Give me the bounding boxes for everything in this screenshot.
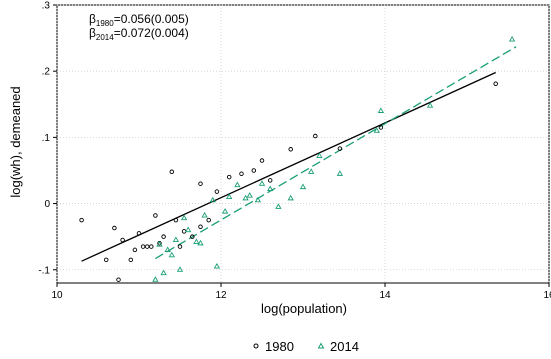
legend-marker-1980 (253, 343, 259, 349)
data-point-1980 (206, 217, 211, 223)
data-point-1980 (190, 234, 195, 239)
data-point-1980 (177, 244, 183, 249)
data-point-1980 (79, 217, 84, 223)
data-point-2014 (168, 251, 175, 258)
x-tick-label: 12 (215, 290, 227, 301)
data-point-1980 (112, 225, 117, 231)
data-point-1980 (140, 244, 146, 249)
x-tick-label: 14 (379, 290, 391, 301)
data-point-2014 (426, 102, 434, 108)
data-point-1980 (214, 189, 220, 194)
data-point-2014 (373, 127, 380, 133)
data-point-2014 (242, 194, 249, 201)
data-point-1980 (251, 168, 257, 173)
data-point-2014 (156, 241, 163, 247)
data-points (79, 35, 516, 282)
data-point-2014 (209, 196, 216, 203)
data-point-2014 (213, 262, 221, 269)
data-point-2014 (197, 239, 204, 246)
data-point-2014 (508, 35, 516, 42)
data-point-2014 (336, 170, 344, 176)
data-point-2014 (193, 238, 200, 245)
data-point-1980 (161, 234, 166, 239)
x-tick-label: 16 (543, 290, 551, 301)
beta-2014-annotation: β2014=0.072(0.004) (89, 26, 189, 42)
data-point-2014 (275, 203, 282, 209)
data-point-2014 (254, 196, 262, 203)
data-point-2014 (152, 276, 159, 282)
grid-lines (56, 4, 550, 283)
data-point-2014 (221, 208, 229, 214)
data-point-2014 (201, 211, 208, 218)
data-point-2014 (246, 192, 253, 198)
x-axis-title: log(population) (261, 301, 347, 316)
data-point-1980 (259, 158, 265, 163)
y-axis: -.1 0 .1 .2 .3 (38, 1, 57, 276)
data-point-1980 (128, 257, 134, 263)
data-point-1980 (198, 224, 203, 229)
legend-marker-2014 (317, 342, 325, 349)
data-point-2014 (160, 269, 167, 276)
y-tick-label: .2 (42, 67, 51, 78)
data-point-1980 (103, 257, 109, 263)
data-point-1980 (120, 237, 125, 243)
beta-1980-annotation: β1980=0.056(0.005) (89, 12, 189, 28)
data-point-1980 (144, 244, 150, 249)
data-point-1980 (116, 277, 121, 282)
fit-line-1980 (81, 71, 496, 262)
data-point-1980 (313, 133, 318, 139)
data-point-1980 (378, 125, 384, 130)
data-point-2014 (308, 168, 315, 174)
data-point-1980 (288, 147, 293, 152)
y-axis-title: log(wh), demeaned (8, 86, 23, 197)
data-point-2014 (299, 183, 307, 190)
data-point-1980 (337, 146, 343, 151)
x-tick-label: 10 (51, 290, 63, 301)
data-point-2014 (287, 194, 294, 201)
data-point-1980 (169, 169, 175, 175)
data-point-1980 (267, 178, 273, 183)
data-point-1980 (198, 181, 203, 186)
data-point-2014 (180, 214, 188, 221)
data-point-1980 (132, 247, 138, 253)
data-point-1980 (493, 81, 498, 87)
legend-label-1980: 1980 (265, 339, 294, 354)
data-point-2014 (226, 193, 233, 200)
fit-line-2014 (155, 46, 517, 260)
x-axis: 10 12 14 16 (51, 283, 551, 301)
data-point-1980 (239, 171, 244, 177)
y-tick-label: 0 (44, 199, 50, 210)
data-point-2014 (172, 236, 180, 243)
data-point-2014 (234, 181, 241, 188)
legend-label-2014: 2014 (330, 339, 359, 354)
data-point-1980 (136, 231, 142, 236)
data-point-2014 (377, 107, 385, 113)
data-point-2014 (185, 226, 192, 233)
data-point-2014 (267, 185, 274, 192)
data-point-2014 (258, 180, 266, 186)
data-point-1980 (149, 244, 154, 249)
fit-lines (81, 46, 517, 262)
y-tick-label: -.1 (38, 265, 50, 276)
data-point-1980 (153, 213, 158, 218)
y-tick-label: .1 (42, 133, 51, 144)
data-point-2014 (164, 246, 171, 252)
legend: 1980 2014 (253, 339, 359, 354)
data-point-1980 (173, 217, 179, 223)
y-tick-label: .3 (42, 1, 51, 12)
data-point-2014 (176, 266, 184, 272)
data-point-1980 (226, 174, 232, 180)
data-point-2014 (316, 152, 323, 158)
